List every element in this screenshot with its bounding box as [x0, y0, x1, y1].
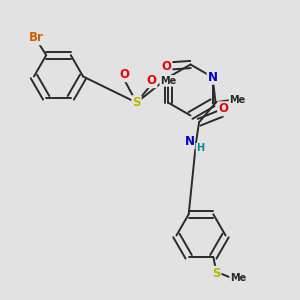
- Text: Br: Br: [29, 31, 44, 44]
- Text: Me: Me: [230, 273, 246, 284]
- Text: Me: Me: [230, 95, 246, 105]
- Text: S: S: [132, 96, 141, 109]
- Text: O: O: [146, 74, 157, 87]
- Text: S: S: [212, 267, 220, 280]
- Text: O: O: [218, 102, 228, 115]
- Text: H: H: [196, 143, 204, 153]
- Text: O: O: [161, 59, 172, 73]
- Text: N: N: [184, 135, 194, 148]
- Text: N: N: [208, 71, 218, 84]
- Text: Me: Me: [160, 76, 176, 86]
- Text: O: O: [119, 68, 130, 81]
